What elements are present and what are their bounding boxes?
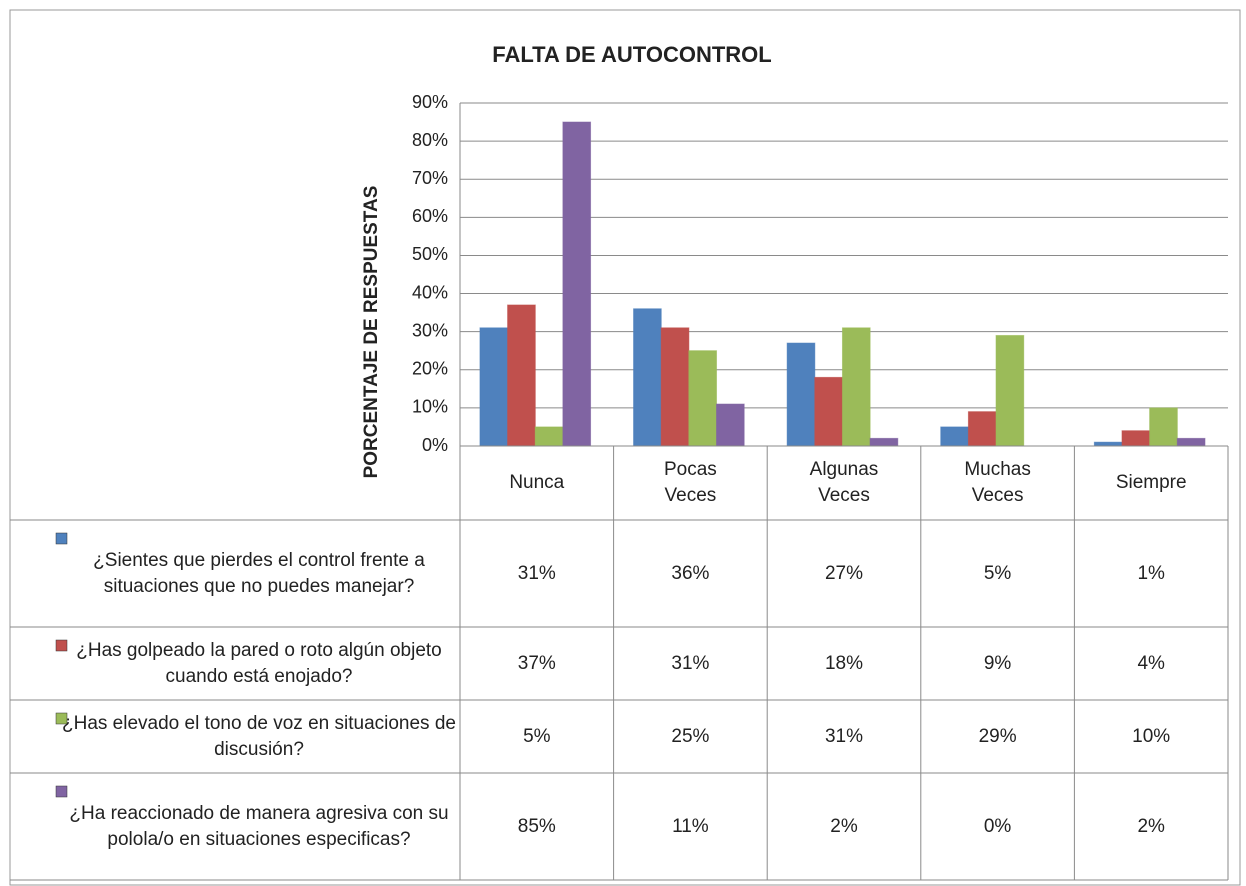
table-value: 2%: [1137, 815, 1165, 837]
table-value-box: 18%: [824, 652, 863, 674]
legend-key: [55, 785, 68, 798]
table-value: 10%: [1132, 725, 1171, 747]
category-label: Pocas Veces: [663, 459, 717, 506]
table-value: 27%: [824, 562, 863, 584]
legend-key: [55, 639, 68, 652]
table-value: 5%: [983, 562, 1012, 584]
bar: [1149, 407, 1178, 447]
table-value: 2%: [830, 815, 858, 837]
table-value: 1%: [1137, 562, 1165, 584]
table-value-box: 2%: [1137, 815, 1165, 837]
y-tick-label: 60%: [412, 206, 448, 226]
bar: [660, 327, 690, 447]
table-value-box: 10%: [1132, 725, 1171, 747]
y-tick-label: 20%: [412, 359, 448, 379]
chart-frame: [9, 9, 1241, 886]
bar: [1176, 437, 1206, 447]
bar: [716, 403, 745, 447]
chart-title: FALTA DE AUTOCONTROL: [492, 42, 771, 67]
table-value-box: 85%: [517, 815, 556, 837]
table-value: 37%: [517, 652, 556, 674]
bar: [869, 437, 899, 447]
category-label-box: Siempre: [1115, 472, 1187, 494]
table-value: 18%: [824, 652, 863, 674]
table-value: 25%: [671, 725, 710, 747]
bar: [507, 304, 536, 447]
y-tick-label: 10%: [412, 397, 448, 417]
legend-label-box: ¿Sientes que pierdes el control frente a…: [93, 549, 425, 597]
table-value-box: 1%: [1137, 562, 1165, 584]
legend-key: [55, 712, 68, 725]
table-value: 31%: [824, 725, 863, 747]
bar: [814, 376, 843, 447]
category-label-box: Algunas Veces: [809, 459, 879, 506]
bar: [562, 121, 592, 447]
table-value: 5%: [523, 725, 551, 747]
table-value-box: 31%: [671, 652, 710, 674]
category-label: Siempre: [1115, 472, 1187, 494]
bar: [633, 308, 662, 447]
bar: [534, 426, 564, 447]
bar: [786, 342, 816, 447]
legend-key: [55, 532, 68, 545]
category-label: Nunca: [509, 472, 565, 494]
bar: [841, 327, 871, 447]
legend-label: ¿Ha reaccionado de manera agresiva con s…: [69, 802, 449, 850]
legend-label-box: ¿Has golpeado la pared o roto algún obje…: [76, 639, 442, 687]
bar: [995, 334, 1025, 447]
legend-label: ¿Has elevado el tono de voz en situacion…: [62, 712, 456, 760]
table-value: 9%: [983, 652, 1012, 674]
legend-label-box: ¿Has elevado el tono de voz en situacion…: [62, 712, 456, 760]
bar: [940, 426, 969, 447]
table-value-box: 27%: [824, 562, 863, 584]
legend-label: ¿Has golpeado la pared o roto algún obje…: [76, 639, 442, 687]
y-tick-label: 90%: [412, 92, 448, 112]
bar: [479, 327, 509, 447]
table-value-box: 29%: [978, 725, 1017, 747]
y-tick-label: 50%: [412, 244, 448, 264]
bar: [688, 350, 718, 447]
table-value: 31%: [517, 562, 556, 584]
table-value-box: 5%: [523, 725, 551, 747]
table-value-box: 0%: [983, 815, 1012, 837]
table-value: 36%: [671, 562, 710, 584]
legend-label: ¿Sientes que pierdes el control frente a…: [93, 549, 425, 597]
table-value: 29%: [978, 725, 1017, 747]
y-tick-label: 0%: [422, 435, 448, 455]
table-value-box: 5%: [983, 562, 1012, 584]
bar: [967, 411, 997, 447]
table-value-box: 31%: [517, 562, 556, 584]
y-tick-label: 80%: [412, 130, 448, 150]
y-tick-label: 70%: [412, 168, 448, 188]
category-label: Muchas Veces: [964, 459, 1031, 506]
table-value-box: 25%: [671, 725, 710, 747]
table-value-box: 36%: [671, 562, 710, 584]
bar: [1121, 430, 1151, 447]
table-value: 85%: [517, 815, 556, 837]
category-label-box: Muchas Veces: [964, 459, 1031, 506]
table-value-box: 2%: [830, 815, 858, 837]
table-value: 31%: [671, 652, 710, 674]
table-value: 11%: [672, 815, 709, 837]
table-value-box: 11%: [672, 815, 709, 837]
table-value: 4%: [1137, 652, 1165, 674]
y-tick-label: 30%: [412, 320, 448, 340]
legend-label-box: ¿Ha reaccionado de manera agresiva con s…: [69, 802, 449, 850]
y-tick-label: 40%: [412, 282, 448, 302]
table-value-box: 4%: [1137, 652, 1165, 674]
table-value-box: 9%: [983, 652, 1012, 674]
y-axis-title: PORCENTAJE DE RESPUESTAS: [361, 186, 382, 479]
category-label-box: Nunca: [509, 472, 565, 494]
category-label: Algunas Veces: [809, 459, 879, 506]
table-value-box: 37%: [517, 652, 556, 674]
category-label-box: Pocas Veces: [663, 459, 717, 506]
table-value-box: 31%: [824, 725, 863, 747]
table-value: 0%: [983, 815, 1012, 837]
